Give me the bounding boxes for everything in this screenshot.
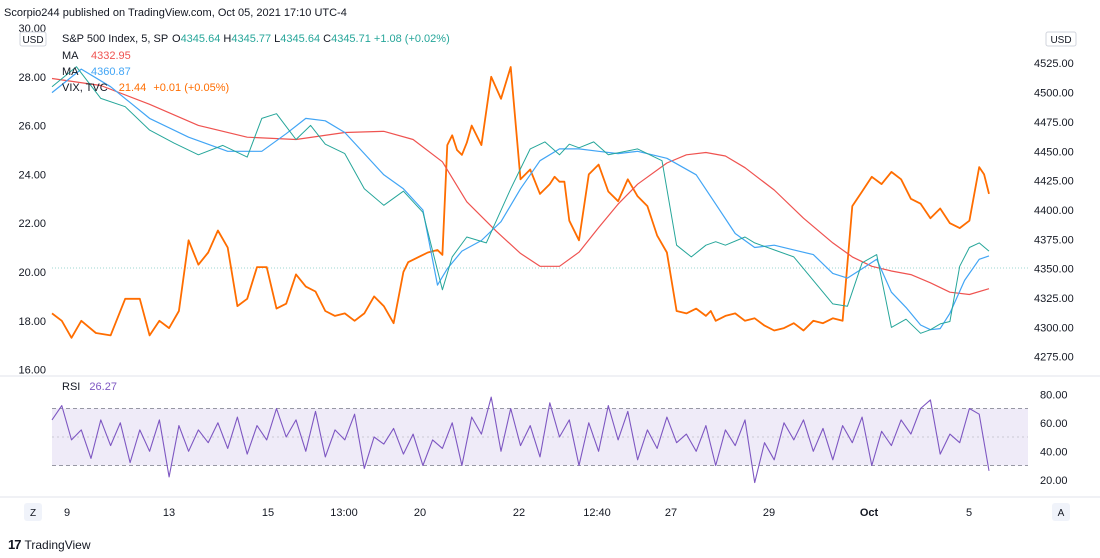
x-axis-tick-label: 29 (763, 507, 775, 519)
price-panel[interactable] (51, 66, 990, 339)
x-axis-tick-label: 20 (414, 507, 426, 519)
left-axis-tick-label: 18.00 (18, 316, 46, 328)
ohlc-high: 4345.77 (231, 33, 271, 45)
x-axis-tick-label: 9 (64, 507, 70, 519)
rsi-axis-tick-label: 40.00 (1040, 446, 1068, 458)
right-axis-tick-label: 4275.00 (1034, 352, 1074, 364)
right-axis-tick-label: 4350.00 (1034, 264, 1074, 276)
auto-scale-button[interactable]: A (1052, 503, 1070, 521)
left-currency-badge[interactable]: USD (19, 31, 47, 47)
zoom-button-label: Z (30, 508, 36, 519)
right-axis-tick-label: 4300.00 (1034, 322, 1074, 334)
left-axis-tick-label: 22.00 (18, 218, 46, 230)
axes-layer: 16.0018.0020.0022.0024.0026.0028.0030.00… (18, 23, 1073, 519)
publisher-line: Scorpio244 published on TradingView.com,… (4, 7, 347, 19)
x-axis-tick-label: 22 (513, 507, 525, 519)
x-axis-tick-label: 27 (665, 507, 677, 519)
x-axis-tick-label: 13 (163, 507, 175, 519)
left-axis-tick-label: 16.00 (18, 365, 46, 377)
right-axis-tick-label: 4325.00 (1034, 293, 1074, 305)
legend-ma1: MA 4332.95 (62, 50, 131, 62)
ohlc-close: 4345.71 (331, 33, 371, 45)
x-axis-tick-label: 12:40 (583, 507, 611, 519)
rsi-axis-tick-label: 20.00 (1040, 475, 1068, 487)
legend: S&P 500 Index, 5, SP O4345.64 H4345.77 L… (62, 33, 450, 393)
right-axis-tick-label: 4475.00 (1034, 117, 1074, 129)
ohlc-high-label: H (223, 33, 231, 45)
ma2-value: 4360.87 (91, 66, 131, 78)
legend-vix: VIX, TVC 21.44 +0.01 (+0.05%) (62, 82, 229, 94)
tradingview-brand: TradingView (24, 537, 91, 552)
auto-scale-button-label: A (1058, 508, 1065, 519)
ohlc-open-label: O (172, 33, 181, 45)
left-axis-tick-label: 20.00 (18, 267, 46, 279)
ma2-label: MA (62, 66, 79, 78)
right-axis-tick-label: 4525.00 (1034, 58, 1074, 70)
right-currency-badge[interactable]: USD (1045, 31, 1077, 47)
ma1-value: 4332.95 (91, 50, 131, 62)
vix-value: 21.44 (119, 82, 147, 94)
rsi-axis-tick-label: 80.00 (1040, 389, 1068, 401)
right-axis-tick-label: 4500.00 (1034, 88, 1074, 100)
ma-blue-series-line (51, 68, 990, 331)
rsi-label: RSI (62, 381, 80, 393)
left-axis-tick-label: 24.00 (18, 169, 46, 181)
vix-label: VIX, TVC (62, 82, 108, 94)
x-axis-tick-label: Oct (860, 507, 879, 519)
ma-red-series-line (51, 77, 990, 296)
rsi-axis-tick-label: 60.00 (1040, 418, 1068, 430)
right-axis-tick-label: 4425.00 (1034, 176, 1074, 188)
spx-series-line (51, 66, 990, 334)
ohlc-change: +1.08 (+0.02%) (374, 33, 450, 45)
left-axis-tick-label: 26.00 (18, 121, 46, 133)
x-axis-tick-label: 15 (262, 507, 274, 519)
legend-rsi: RSI 26.27 (62, 381, 117, 393)
right-axis-tick-label: 4450.00 (1034, 146, 1074, 158)
x-axis-tick-label: 5 (966, 507, 972, 519)
ohlc-low-label: L (274, 33, 280, 45)
rsi-series-line (51, 396, 990, 484)
right-axis-tick-label: 4375.00 (1034, 234, 1074, 246)
legend-ohlc: O4345.64 H4345.77 L4345.64 C4345.71 +1.0… (172, 33, 450, 45)
vix-series-line (51, 66, 990, 339)
rsi-value: 26.27 (89, 381, 117, 393)
zoom-button[interactable]: Z (24, 503, 42, 521)
vix-change: +0.01 (+0.05%) (153, 82, 229, 94)
left-currency-label: USD (22, 35, 43, 46)
right-currency-label: USD (1050, 35, 1071, 46)
tradingview-logo-icon: 17 (8, 537, 22, 552)
ohlc-close-label: C (323, 33, 331, 45)
rsi-panel[interactable] (51, 396, 1028, 484)
grid-layer (0, 267, 1100, 498)
legend-symbol: S&P 500 Index, 5, SP (62, 33, 168, 45)
ohlc-low: 4345.64 (280, 33, 320, 45)
ma1-label: MA (62, 50, 79, 62)
x-axis-tick-label: 13:00 (330, 507, 358, 519)
right-axis-tick-label: 4400.00 (1034, 205, 1074, 217)
left-axis-tick-label: 28.00 (18, 72, 46, 84)
legend-ma2: MA 4360.87 (62, 66, 131, 78)
ohlc-open: 4345.64 (181, 33, 221, 45)
footer: 17 TradingView (8, 537, 91, 552)
